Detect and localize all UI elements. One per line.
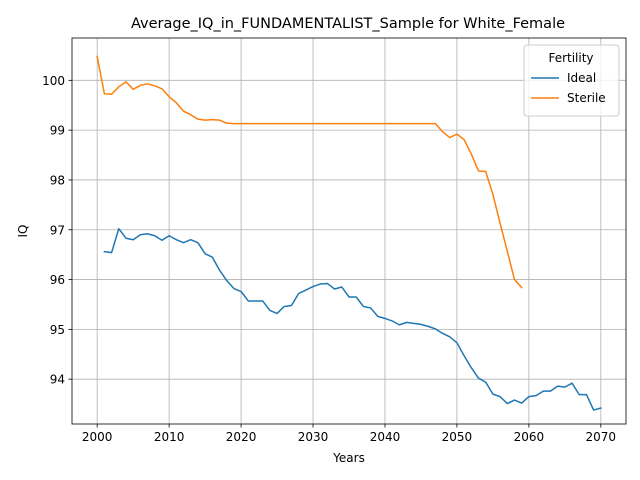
y-tick-label: 97 (50, 223, 65, 237)
x-tick-label: 2040 (370, 430, 401, 444)
chart-title: Average_IQ_in_FUNDAMENTALIST_Sample for … (131, 16, 565, 32)
series-line-sterile (96, 55, 523, 289)
x-tick-label: 2010 (154, 430, 185, 444)
y-tick-label: 98 (50, 173, 65, 187)
x-axis-label: Years (332, 451, 365, 465)
y-tick-label: 99 (50, 124, 65, 138)
series-group (96, 55, 602, 411)
y-tick-label: 100 (42, 74, 65, 88)
legend-title: Fertility (548, 51, 593, 65)
x-tick-label: 2020 (226, 430, 257, 444)
plot-frame (71, 37, 627, 425)
y-tick-label: 94 (50, 373, 65, 387)
axis-ticks: 2000 2010 2020 2030 2040 2050 2060 2070 94 95 96 97… (42, 74, 616, 444)
x-tick-label: 2000 (82, 430, 113, 444)
x-tick-label: 2050 (442, 430, 473, 444)
series-line-ideal (103, 228, 602, 411)
x-tick-label: 2060 (514, 430, 545, 444)
y-tick-label: 95 (50, 323, 65, 337)
y-axis-label: IQ (16, 225, 30, 238)
x-tick-label: 2030 (298, 430, 329, 444)
x-tick-label: 2070 (586, 430, 617, 444)
legend-label-ideal: Ideal (567, 71, 596, 85)
legend: Fertility Ideal Sterile (523, 44, 620, 117)
y-tick-label: 96 (50, 273, 65, 287)
legend-label-sterile: Sterile (567, 91, 606, 105)
